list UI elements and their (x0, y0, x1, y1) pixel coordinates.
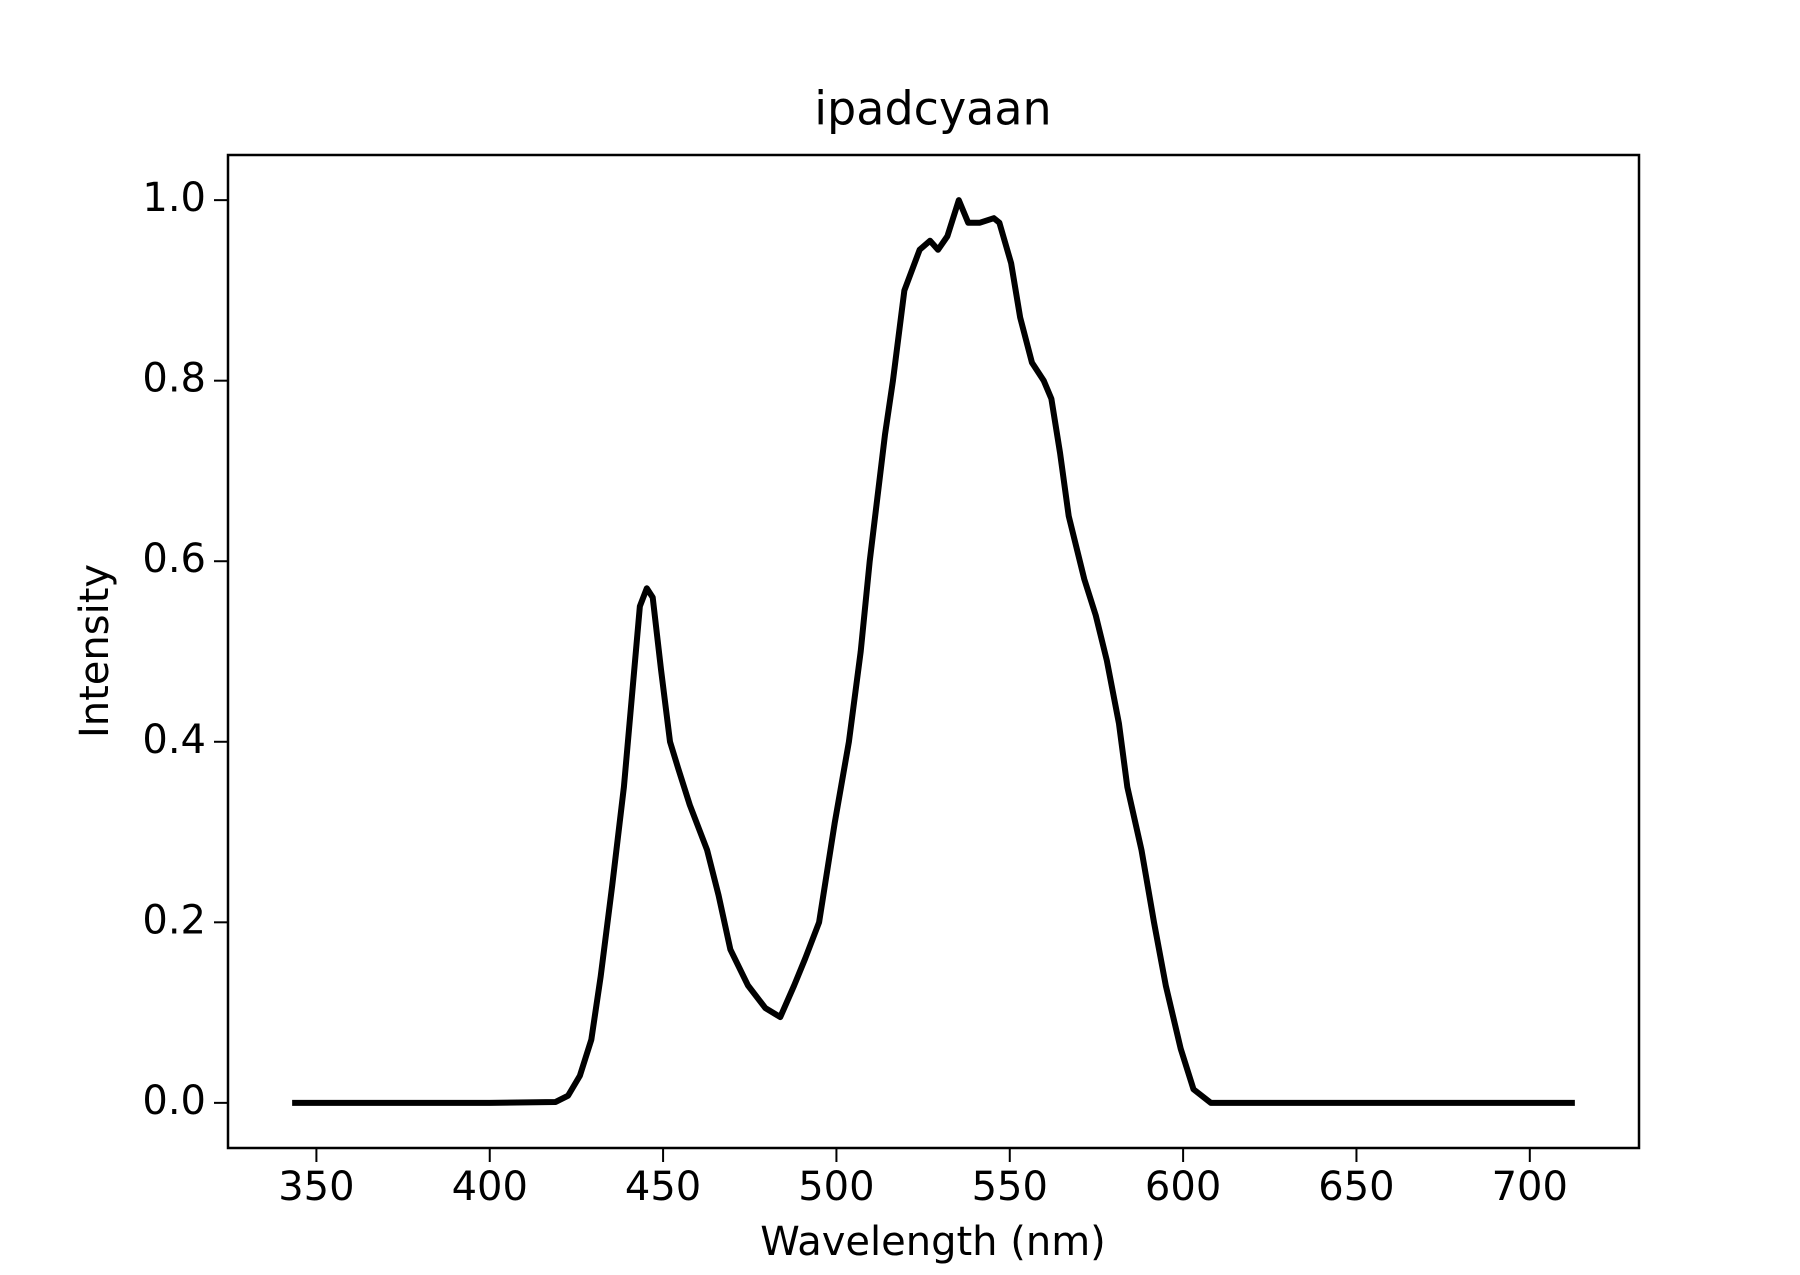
y-tick-label: 1.0 (142, 175, 206, 221)
series-line (292, 197, 1575, 1106)
chart-title: ipadcyaan (814, 82, 1051, 136)
x-tick-label: 500 (798, 1164, 874, 1210)
x-tick-label: 450 (625, 1164, 701, 1210)
x-tick-label: 400 (452, 1164, 528, 1210)
x-tick-label: 650 (1318, 1164, 1394, 1210)
x-tick-label: 600 (1145, 1164, 1221, 1210)
y-tick-label: 0.8 (142, 356, 206, 402)
x-tick-label: 350 (278, 1164, 354, 1210)
plot-frame (226, 153, 1641, 1150)
y-tick-label: 0.6 (142, 536, 206, 582)
x-axis-label: Wavelength (nm) (760, 1219, 1106, 1265)
y-tick-label: 0.4 (142, 717, 206, 763)
x-tick-label: 700 (1492, 1164, 1568, 1210)
x-tick-label: 550 (972, 1164, 1048, 1210)
y-axis-label: Intensity (72, 564, 118, 738)
y-tick-label: 0.0 (142, 1078, 206, 1124)
y-tick-label: 0.2 (142, 897, 206, 943)
